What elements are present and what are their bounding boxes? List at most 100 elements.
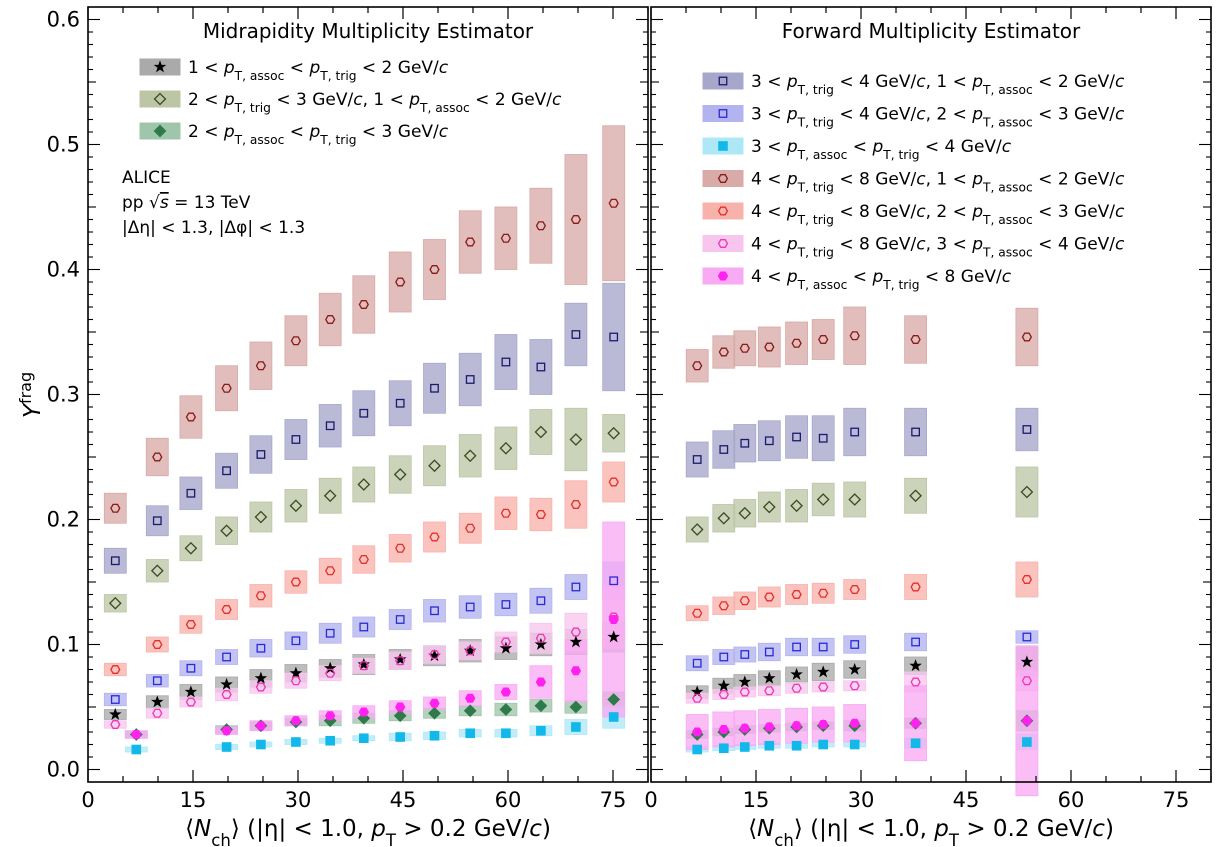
sys-box [249, 639, 273, 658]
data-point [152, 640, 163, 649]
sys-box [103, 720, 127, 729]
data-point [909, 489, 922, 503]
data-point [739, 742, 750, 752]
data-point [358, 707, 369, 717]
data-point [395, 398, 405, 408]
data-point [690, 523, 704, 536]
data-point [910, 738, 921, 749]
legend-marker [718, 76, 728, 86]
data-point [692, 744, 703, 755]
series-f5 [692, 632, 1032, 668]
data-point [184, 541, 198, 555]
data-point [110, 695, 120, 704]
sys-box [529, 497, 553, 532]
data-point [221, 383, 232, 393]
data-point [570, 500, 582, 509]
legend-entry-m4: 3 < pT, trig < 4 GeV/c, 1 < pT, assoc < … [702, 72, 1125, 97]
sys-box [1015, 307, 1039, 367]
sys-box [843, 680, 867, 692]
data-point [739, 723, 750, 733]
data-point [499, 641, 513, 654]
data-point [463, 449, 477, 463]
legend-marker [718, 141, 728, 151]
data-point [764, 436, 774, 446]
sys-boxes-m4 [103, 282, 626, 574]
data-point [395, 277, 406, 287]
data-point [792, 642, 801, 652]
x-tick-label: 0 [644, 788, 657, 812]
data-point [325, 735, 336, 746]
sys-box [904, 315, 927, 364]
data-point [911, 427, 920, 437]
sys-box [494, 592, 518, 617]
sys-box [1015, 630, 1039, 644]
sys-box [145, 636, 169, 653]
sys-boxes-m8 [103, 461, 626, 677]
data-point [221, 742, 232, 752]
data-point [849, 718, 860, 728]
y-tick-label: 0.3 [47, 383, 80, 407]
sys-box [494, 426, 518, 470]
data-point [325, 421, 335, 431]
legend-swatch [702, 170, 744, 187]
sys-box [564, 574, 588, 600]
data-point [536, 596, 546, 606]
data-point [291, 435, 301, 444]
data-point [791, 740, 802, 751]
data-point [358, 733, 369, 744]
legend-entry-m1: 1 < pT, assoc < pT, trig < 2 GeV/c [139, 58, 449, 83]
sys-box [685, 441, 709, 478]
data-point [790, 499, 803, 513]
legend-marker [153, 60, 167, 73]
data-point [792, 432, 801, 442]
sys-box [712, 430, 736, 469]
sys-box [215, 365, 239, 412]
data-point [608, 615, 619, 624]
x-tick-label: 45 [390, 788, 417, 812]
sys-box [685, 605, 709, 622]
y-tick-label: 0.6 [47, 8, 80, 32]
sys-box [712, 335, 736, 369]
data-point [465, 602, 475, 612]
series-m8 [110, 477, 619, 674]
sys-box [1015, 561, 1039, 598]
legend-label: 4 < pT, trig < 8 GeV/c, 1 < pT, assoc < … [751, 170, 1125, 195]
sys-box [423, 445, 446, 487]
sys-box [318, 622, 342, 644]
legend-marker [717, 206, 729, 216]
data-point [739, 343, 750, 353]
sys-boxes-f4 [685, 407, 1039, 478]
series-f7 [692, 331, 1033, 371]
data-point [501, 357, 511, 367]
data-point [570, 215, 582, 224]
sys-box [388, 251, 412, 313]
data-point [719, 652, 729, 662]
legend-label: 2 < pT, trig < 3 GeV/c, 1 < pT, assoc < … [188, 90, 562, 115]
sys-box [494, 334, 518, 390]
data-point [762, 500, 776, 514]
data-point [535, 510, 547, 519]
data-point [393, 468, 407, 481]
sys-box [757, 642, 781, 662]
sys-box [712, 596, 736, 615]
data-point [291, 737, 301, 747]
x-tick-label: 75 [1163, 788, 1190, 812]
sys-box [352, 466, 376, 503]
data-point [1021, 332, 1033, 342]
data-point [849, 681, 860, 691]
data-point [358, 555, 369, 564]
sys-box [843, 635, 867, 654]
data-point [818, 433, 828, 443]
sys-boxes-f8 [685, 561, 1039, 622]
data-point [738, 506, 752, 520]
sys-box [685, 655, 709, 672]
data-point [323, 661, 337, 674]
sys-box [145, 505, 169, 537]
data-point [395, 702, 406, 712]
data-point [325, 628, 335, 638]
data-point [570, 666, 582, 676]
data-point [254, 510, 268, 524]
legend-entry-m5: 3 < pT, trig < 4 GeV/c, 2 < pT, assoc < … [702, 105, 1125, 130]
sys-box [904, 477, 927, 514]
legend-entry-m8: 4 < pT, trig < 8 GeV/c, 2 < pT, assoc < … [702, 202, 1125, 227]
